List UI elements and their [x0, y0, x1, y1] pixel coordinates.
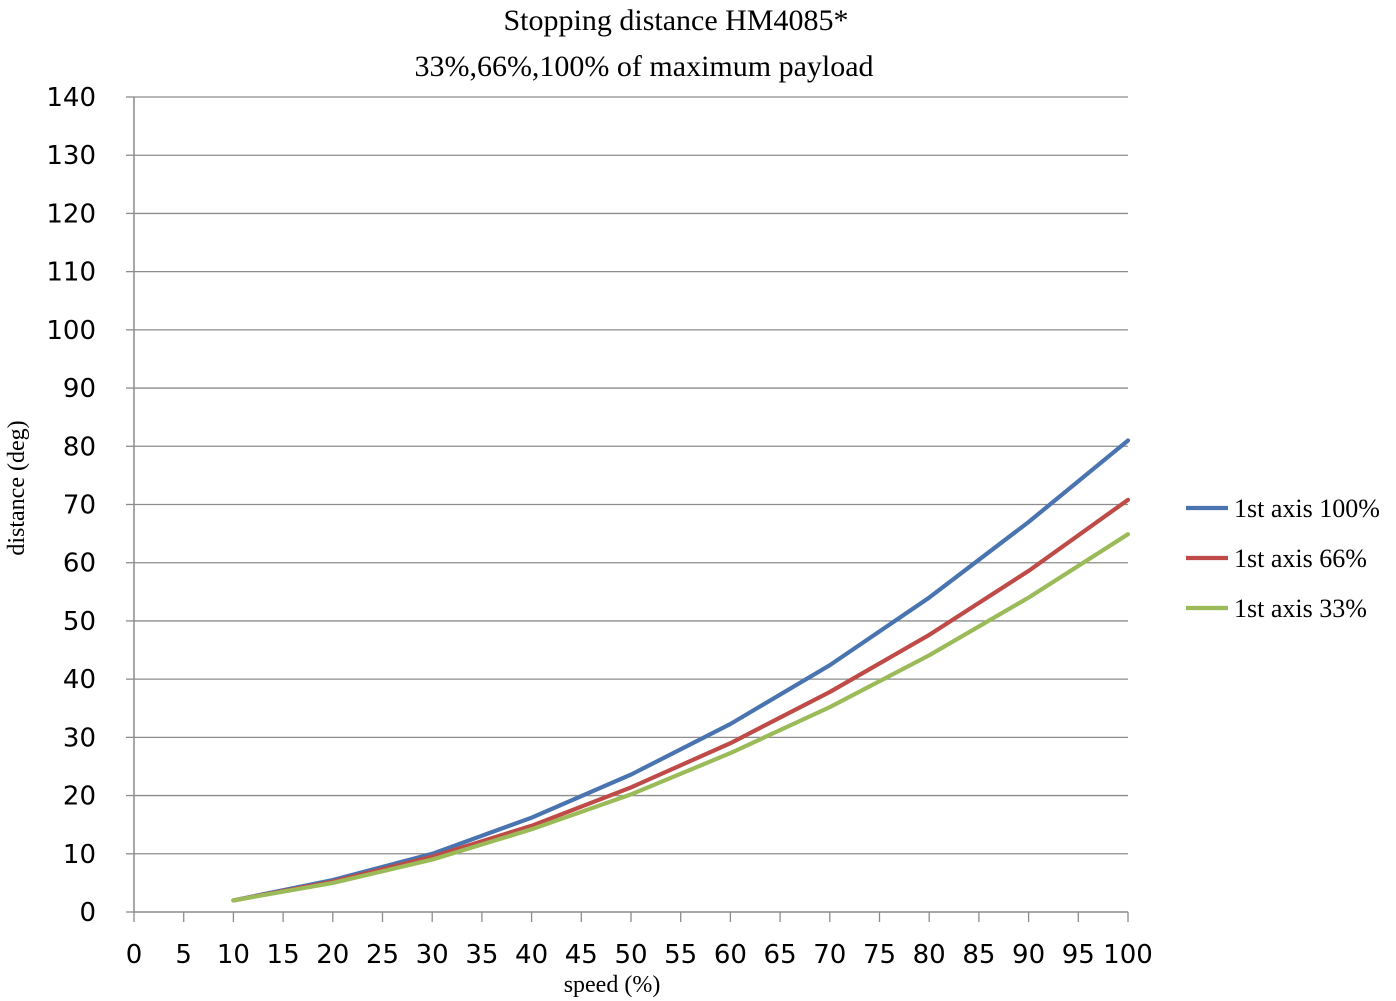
series-line-2	[231, 497, 1131, 903]
x-tick-label: 95	[1062, 940, 1095, 970]
x-tick-label: 80	[913, 940, 946, 970]
y-axis-label: distance (deg)	[4, 420, 30, 555]
y-tick-label: 110	[46, 258, 96, 288]
x-tick-label: 100	[1103, 940, 1153, 970]
series-line-3	[231, 532, 1131, 903]
y-tick-label: 60	[63, 549, 96, 579]
chart-subtitle: 33%,66%,100% of maximum payload	[414, 50, 873, 83]
x-tick-label: 75	[863, 940, 896, 970]
x-tick-label: 0	[126, 940, 143, 970]
chart-title: Stopping distance HM4085*	[504, 4, 849, 37]
y-tick-label: 90	[63, 374, 96, 404]
x-tick-labels: 0 5 10 15 20 25 30 35 40 45 50 55 60 65 70 75 80 85 90 95 10…	[126, 940, 1153, 970]
x-tick-label: 60	[714, 940, 747, 970]
gridlines	[134, 96, 1128, 855]
x-tick-label: 45	[565, 940, 598, 970]
legend: 1st axis 100% 1st axis 66% 1st axis 33%	[1186, 494, 1380, 623]
x-tick-label: 85	[962, 940, 995, 970]
legend-label: 1st axis 100%	[1234, 494, 1380, 523]
series-lines	[231, 438, 1131, 903]
x-tick-label: 10	[217, 940, 250, 970]
x-tick-label: 50	[614, 940, 647, 970]
x-tick-label: 30	[416, 940, 449, 970]
axes	[126, 96, 1129, 922]
x-tick-label: 40	[515, 940, 548, 970]
x-axis-label: speed (%)	[564, 972, 661, 998]
x-tick-label: 65	[764, 940, 797, 970]
x-tick-label: 15	[267, 940, 300, 970]
y-tick-label: 100	[46, 316, 96, 346]
y-tick-label: 120	[46, 199, 96, 229]
series-line-1	[231, 438, 1131, 903]
y-tick-label: 20	[63, 782, 96, 812]
x-tick-label: 55	[664, 940, 697, 970]
y-tick-labels: 0 10 20 30 40 50 60 70 80 90 100 110 120 130 140	[46, 83, 96, 928]
y-tick-label: 140	[46, 83, 96, 113]
x-tick-label: 35	[465, 940, 498, 970]
x-tick-label: 90	[1012, 940, 1045, 970]
legend-label: 1st axis 33%	[1234, 594, 1367, 623]
x-tick-label: 5	[175, 940, 192, 970]
y-tick-label: 30	[63, 723, 96, 753]
x-tick-label: 70	[813, 940, 846, 970]
y-tick-label: 130	[46, 141, 96, 171]
y-tick-label: 10	[63, 840, 96, 870]
x-tick-label: 20	[316, 940, 349, 970]
x-tick-label: 25	[366, 940, 399, 970]
legend-label: 1st axis 66%	[1234, 544, 1367, 573]
y-tick-label: 50	[63, 607, 96, 637]
y-tick-label: 40	[63, 665, 96, 695]
y-tick-label: 70	[63, 491, 96, 521]
y-tick-label: 80	[63, 432, 96, 462]
y-tick-label: 0	[79, 898, 96, 928]
